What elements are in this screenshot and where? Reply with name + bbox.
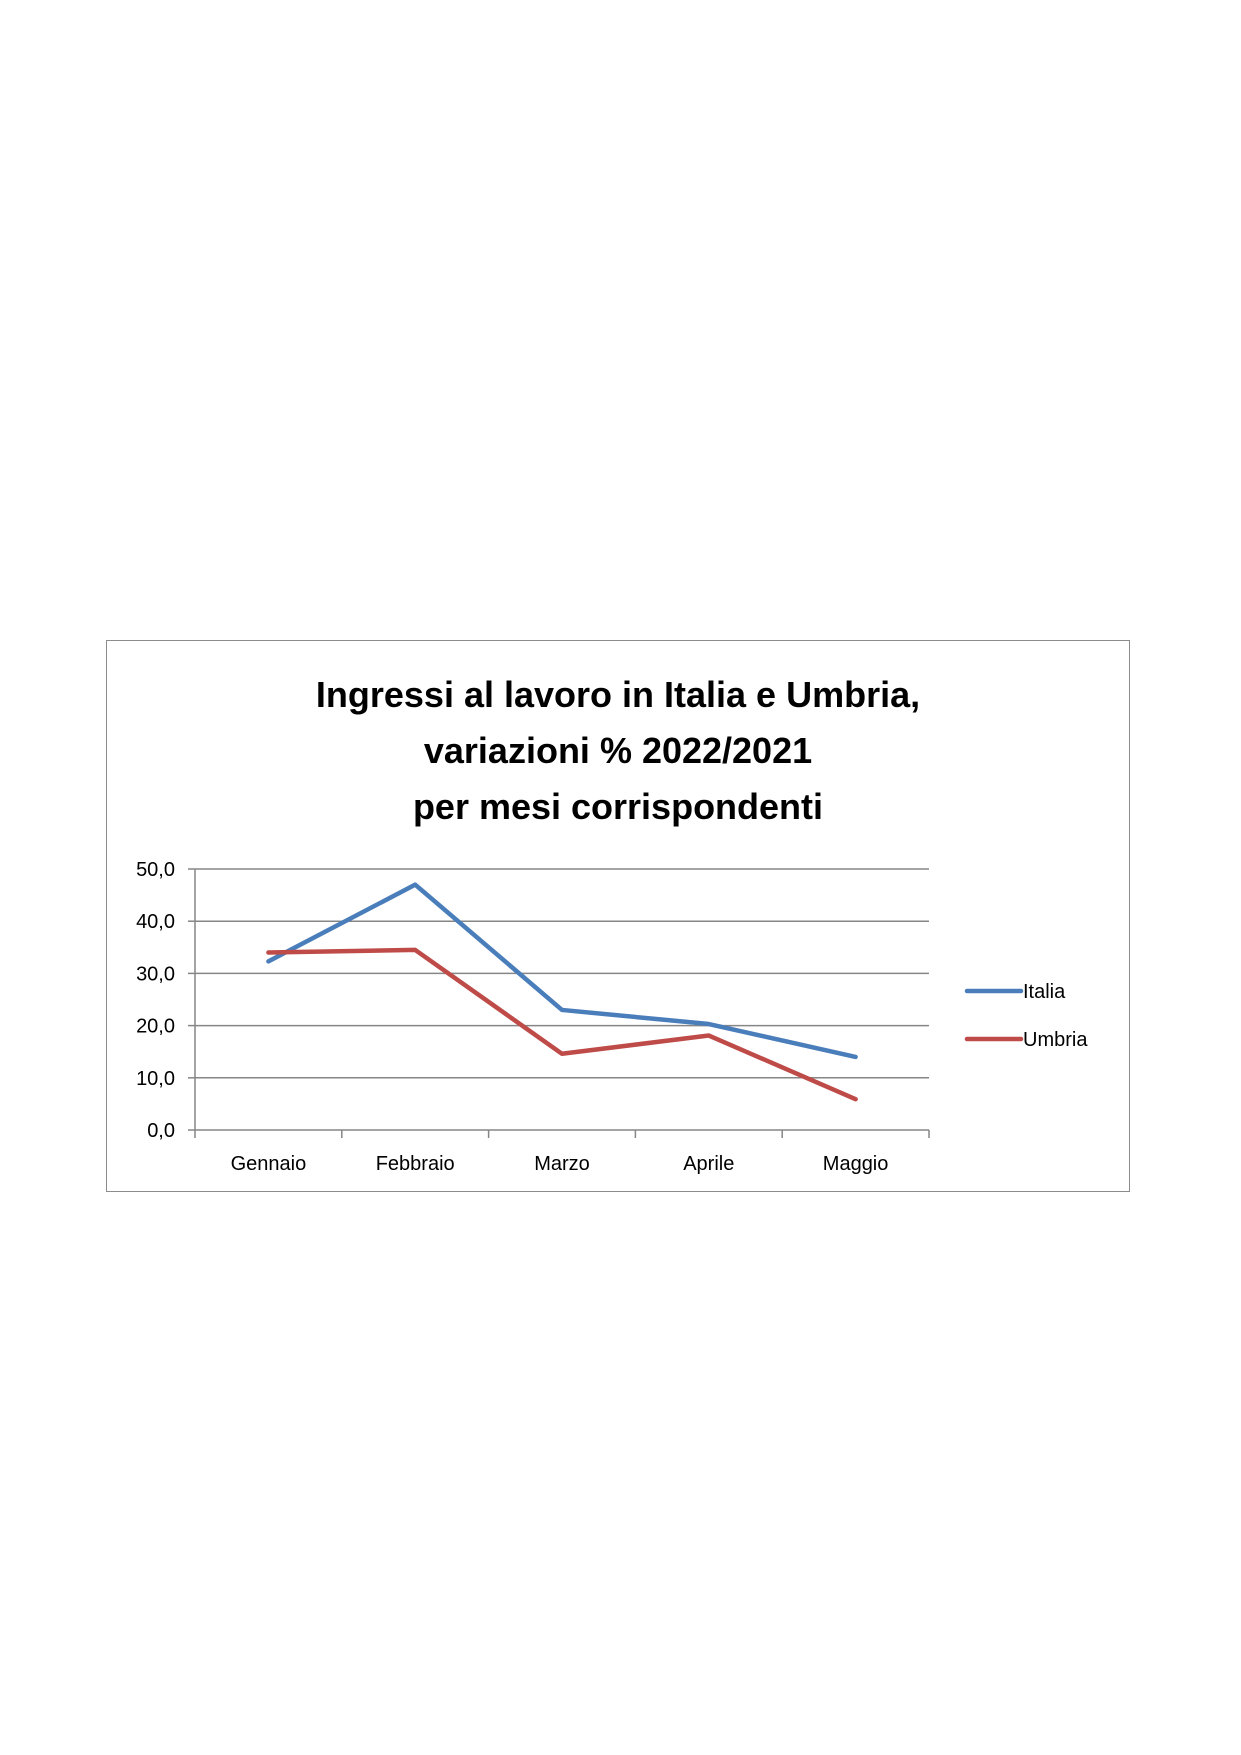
y-tick-label: 20,0 — [136, 1016, 175, 1038]
y-tick-label: 50,0 — [136, 859, 175, 881]
chart-frame: Ingressi al lavoro in Italia e Umbria, v… — [106, 640, 1130, 1192]
y-tick-label: 10,0 — [136, 1068, 175, 1090]
y-tick-label: 0,0 — [147, 1120, 175, 1142]
y-tick-label: 30,0 — [136, 963, 175, 985]
x-tick-label: Aprile — [683, 1153, 734, 1175]
legend: Italia Umbria — [964, 981, 1088, 1051]
chart-title-line-3: per mesi corrispondenti — [412, 786, 824, 827]
legend-label-italia: Italia — [1023, 981, 1066, 1003]
x-tick-label: Gennaio — [231, 1153, 307, 1175]
chart-title-line-2: variazioni % 2022/2021 — [423, 730, 813, 771]
series-lines — [266, 882, 858, 1102]
line-chart: 0,0 10,0 20,0 30,0 40,0 50,0 Gennaio Febbraio Ma… — [136, 859, 1088, 1175]
x-tick-label: Maggio — [823, 1153, 889, 1175]
axes: 0,0 10,0 20,0 30,0 40,0 50,0 Gennaio Febbraio Ma… — [136, 859, 930, 1175]
chart-title-line-1: Ingressi al lavoro in Italia e Umbria, — [315, 674, 921, 715]
y-tick-label: 40,0 — [136, 911, 175, 933]
series-line-italia — [266, 882, 858, 1060]
x-tick-label: Febbraio — [376, 1153, 455, 1175]
chart-title: Ingressi al lavoro in Italia e Umbria, v… — [107, 667, 1129, 835]
series-line-umbria — [266, 947, 858, 1102]
x-tick-label: Marzo — [534, 1153, 590, 1175]
legend-label-umbria: Umbria — [1023, 1029, 1088, 1051]
